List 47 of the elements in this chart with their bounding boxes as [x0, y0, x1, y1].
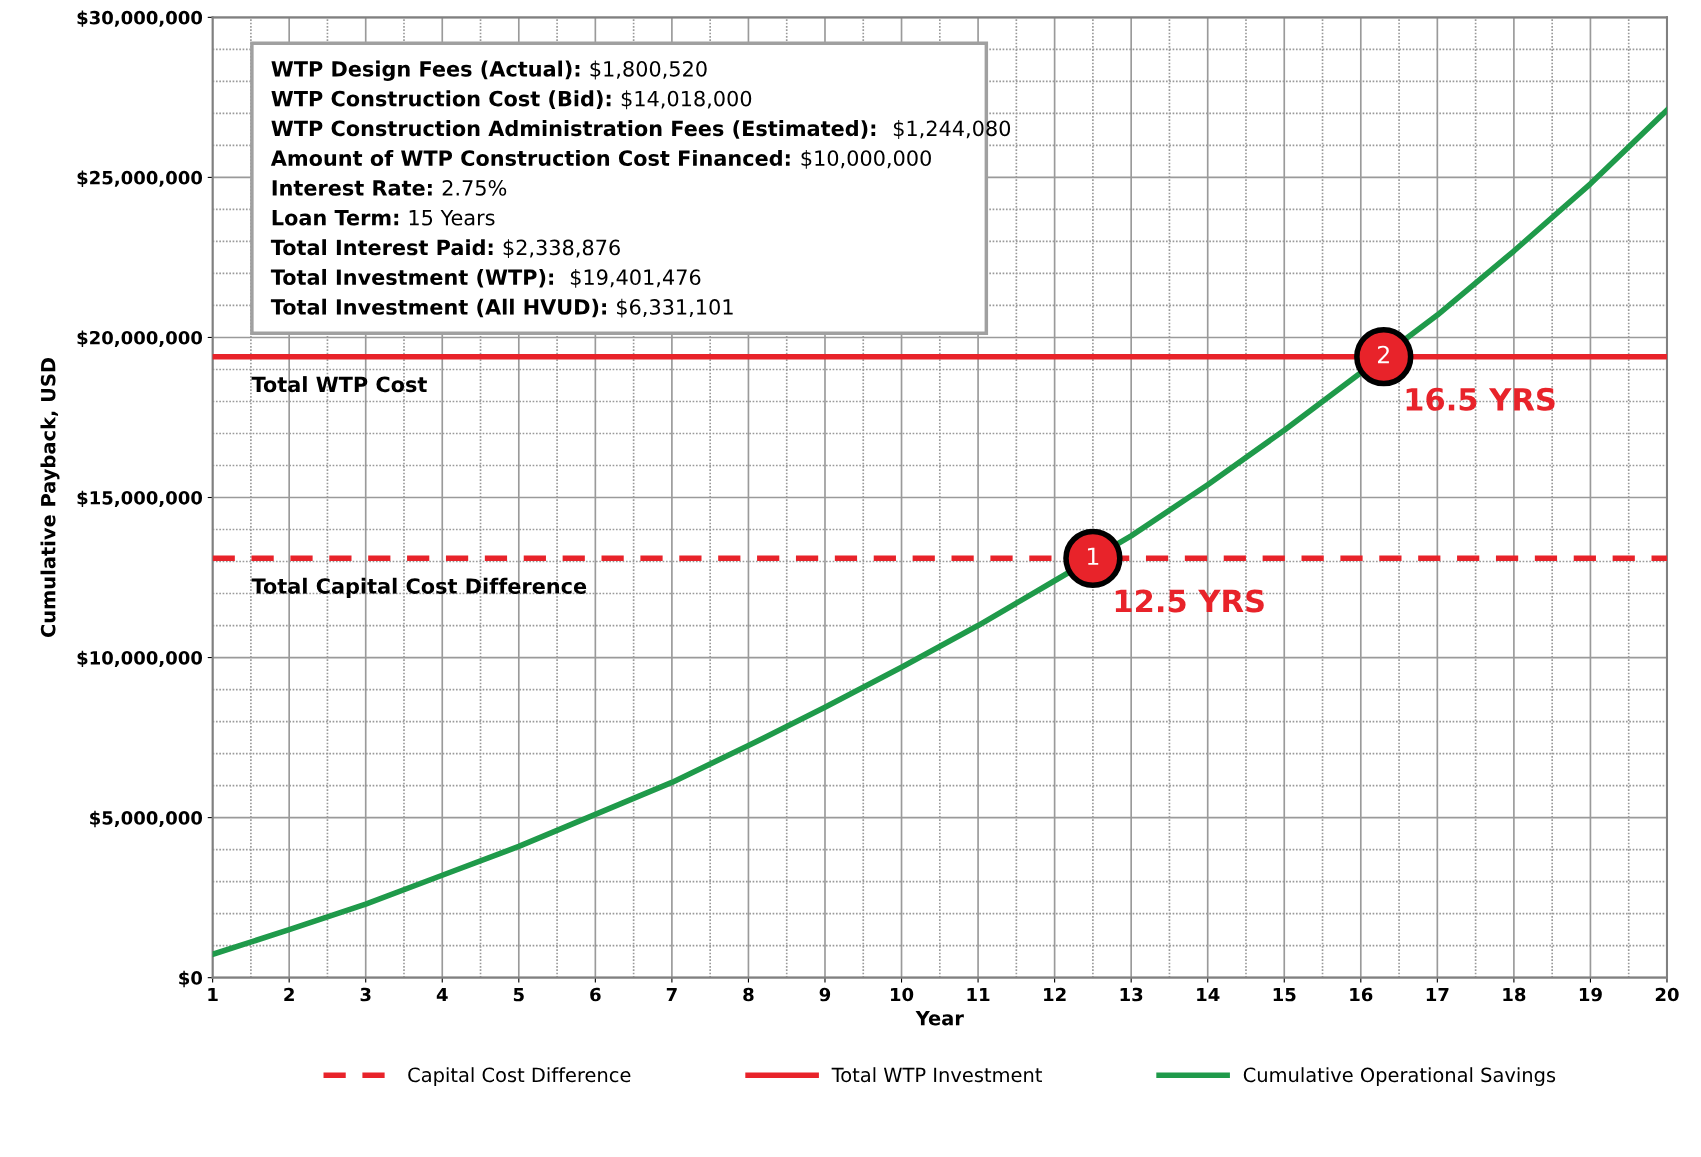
annotation: Loan Term: 15 Years — [272, 210, 495, 226]
y-tick-label: $20,000,000 — [77, 330, 203, 347]
x-tick-label: 15 — [1273, 987, 1296, 1002]
x-tick-label: 5 — [513, 987, 524, 1002]
x-axis-title: Year — [915, 1011, 964, 1026]
annotation: WTP Design Fees (Actual): $1,800,520 — [271, 60, 707, 81]
y-axis-title: Cumulative Payback, USD — [40, 357, 60, 638]
x-tick-label: 8 — [743, 987, 754, 1002]
y-tick-label: $25,000,000 — [77, 170, 203, 187]
annotation: Total WTP Cost — [251, 376, 427, 393]
x-tick-label: 4 — [436, 987, 448, 1002]
annotation: WTP Construction Cost (Bid): $14,018,000 — [271, 90, 752, 110]
annotation: Total Investment (WTP): $19,401,476 — [270, 268, 701, 288]
x-tick-label: 12 — [1044, 987, 1066, 1002]
y-tick-label: $15,000,000 — [77, 490, 203, 508]
x-tick-label: 11 — [967, 987, 990, 1002]
x-tick-label: 20 — [1655, 987, 1679, 1002]
x-tick-label: 2 — [284, 987, 294, 1002]
x-tick-label: 14 — [1197, 987, 1220, 1002]
x-tick-label: 19 — [1579, 987, 1602, 1002]
annotation: Amount of WTP Construction Cost Financed: $10,000,000 — [270, 149, 931, 169]
x-tick-label: 9 — [819, 987, 831, 1002]
x-tick-label: 1 — [208, 987, 218, 1002]
y-tick-label: $30,000,000 — [77, 10, 203, 27]
x-tick-label: 10 — [891, 987, 914, 1002]
legend-label: Cumulative Operational Savings — [1243, 1067, 1556, 1087]
x-tick-label: 7 — [666, 987, 677, 1002]
annotation: WTP Construction Administration Fees (Estimated): $1,244,080 — [271, 120, 1011, 139]
annotation: 12.5 YRS — [1115, 589, 1264, 613]
legend-label: Capital Cost Difference — [408, 1067, 631, 1087]
annotation: 2 — [1377, 345, 1389, 364]
x-tick-label: 13 — [1120, 987, 1143, 1002]
x-tick-label: 18 — [1503, 987, 1526, 1002]
y-tick-label: $10,000,000 — [77, 650, 203, 668]
legend-label: Total WTP Investment — [831, 1067, 1042, 1083]
x-tick-label: 16 — [1350, 987, 1373, 1002]
annotation: Total Investment (All HVUD): $6,331,101 — [270, 298, 733, 318]
y-tick-label: $5,000,000 — [90, 810, 203, 828]
annotation: 16.5 YRS — [1406, 387, 1555, 411]
annotation: 1 — [1087, 547, 1099, 565]
x-tick-label: 6 — [590, 987, 601, 1002]
x-tick-label: 17 — [1426, 987, 1449, 1002]
y-tick-label: $0 — [179, 970, 203, 988]
annotation: Total Interest Paid: $2,338,876 — [270, 239, 620, 259]
annotation: Total Capital Cost Difference — [251, 577, 587, 598]
annotation: Interest Rate: 2.75% — [272, 180, 507, 196]
x-tick-label: 3 — [360, 987, 371, 1002]
